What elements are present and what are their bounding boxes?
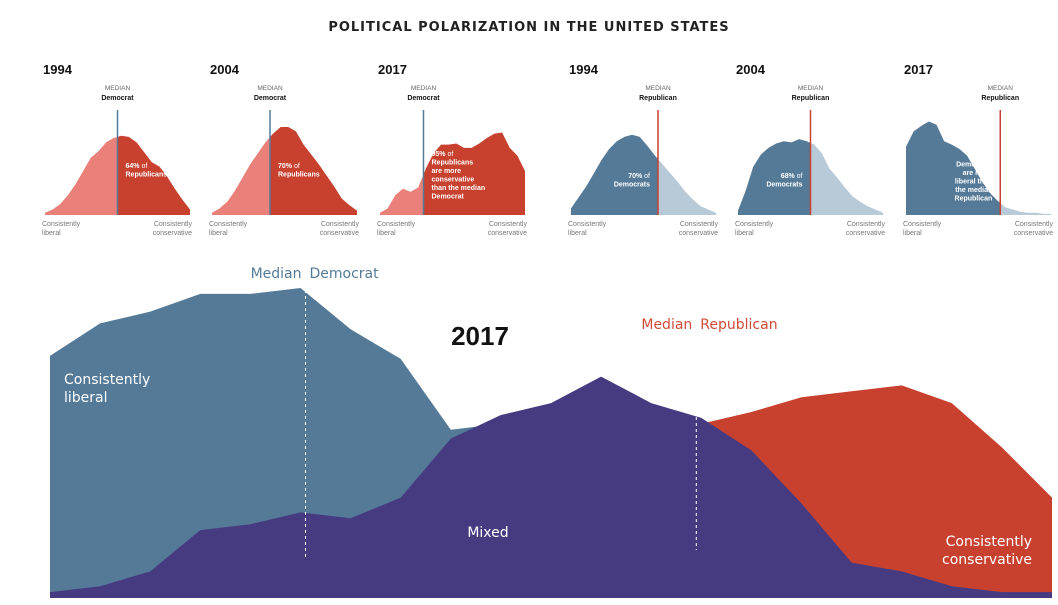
small-annotation-line: 95% of <box>432 151 454 158</box>
small-axis-right-1: Consistently <box>154 221 193 228</box>
median-democrat-word: Median <box>251 266 302 282</box>
small-axis-right-1: Consistently <box>680 221 719 228</box>
small-median-caption: MEDIAN <box>798 85 824 92</box>
small-year-label: 2017 <box>904 62 933 77</box>
small-area-right <box>1000 203 1051 215</box>
small-annotation-line: 70% of <box>628 173 650 180</box>
small-year-label: 2017 <box>378 62 407 77</box>
small-year-label: 1994 <box>569 62 599 77</box>
small-annotation-line: the median <box>955 187 992 194</box>
small-axis-right-1: Consistently <box>321 221 360 228</box>
small-axis-left-1: Consistently <box>568 221 607 228</box>
small-chart-republican-1994: 1994 MEDIAN Democrat 64% of Republicans Consi… <box>42 62 192 237</box>
small-area-right <box>270 127 357 215</box>
small-annotation-line: liberal than <box>955 179 992 186</box>
small-area-left <box>571 134 658 215</box>
label-consistently-conservative-2: conservative <box>942 552 1032 568</box>
small-annotation-line: Democrats <box>614 182 650 189</box>
small-multiples: 1994 MEDIAN Democrat 64% of Republicans Consi… <box>42 62 1053 237</box>
small-axis-right-2: conservative <box>679 230 718 237</box>
small-area-right <box>810 142 883 215</box>
main-area-mixed <box>50 376 1052 598</box>
small-chart-democrat-1994: 1994 MEDIAN Republican 70% of Democrats Consi… <box>568 62 718 237</box>
small-axis-left-2: liberal <box>568 230 587 237</box>
small-axis-left-1: Consistently <box>903 221 942 228</box>
small-axis-left-2: liberal <box>735 230 754 237</box>
small-annotation-line: 70% of <box>278 163 300 170</box>
small-area-right <box>117 135 190 215</box>
small-median-party: Democrat <box>407 95 440 102</box>
label-consistently-conservative-1: Consistently <box>946 534 1032 550</box>
small-annotation-line: Democrats <box>766 182 802 189</box>
small-annotation-line: Republican <box>955 196 993 203</box>
small-median-caption: MEDIAN <box>411 85 437 92</box>
small-axis-left-2: liberal <box>209 230 228 237</box>
page-title: POLITICAL POLARIZATION IN THE UNITED STA… <box>328 20 730 35</box>
small-axis-right-2: conservative <box>153 230 192 237</box>
small-median-caption: MEDIAN <box>988 85 1014 92</box>
small-median-party: Republican <box>639 95 677 102</box>
small-annotation-line: Democrats <box>956 162 992 169</box>
small-axis-right-1: Consistently <box>489 221 528 228</box>
small-year-label: 2004 <box>210 62 240 77</box>
small-median-caption: MEDIAN <box>645 85 671 92</box>
small-annotation-line: than the median <box>432 185 486 192</box>
small-axis-right-1: Consistently <box>1015 221 1054 228</box>
small-median-party: Democrat <box>101 95 134 102</box>
small-median-party: Republican <box>981 95 1019 102</box>
small-median-caption: MEDIAN <box>257 85 283 92</box>
small-annotation-line: 97% of <box>970 153 992 160</box>
small-axis-left-2: liberal <box>377 230 396 237</box>
small-chart-democrat-2004: 2004 MEDIAN Republican 68% of Democrats Consi… <box>735 62 885 237</box>
label-consistently-liberal-2: liberal <box>64 390 108 406</box>
small-area-left <box>45 136 118 215</box>
small-axis-right-2: conservative <box>1014 230 1053 237</box>
small-axis-right-2: conservative <box>488 230 527 237</box>
median-republican-word: Median <box>641 317 692 333</box>
main-chart-year: 2017 <box>451 321 509 351</box>
small-axis-left-1: Consistently <box>209 221 248 228</box>
small-axis-right-1: Consistently <box>847 221 886 228</box>
small-annotation-line: 64% of <box>126 163 148 170</box>
small-axis-right-2: conservative <box>846 230 885 237</box>
small-year-label: 2004 <box>736 62 766 77</box>
small-annotation-line: Republicans <box>278 172 320 179</box>
small-annotation-line: are more <box>432 168 462 175</box>
median-republican-party: Republican <box>700 317 777 333</box>
small-area-left <box>738 139 811 215</box>
label-mixed: Mixed <box>467 525 508 541</box>
small-median-party: Democrat <box>254 95 287 102</box>
small-axis-left-2: liberal <box>903 230 922 237</box>
small-annotation-line: Democrat <box>432 194 465 201</box>
small-axis-left-2: liberal <box>42 230 61 237</box>
small-year-label: 1994 <box>43 62 73 77</box>
small-annotation-line: Republicans <box>126 172 168 179</box>
small-axis-left-1: Consistently <box>377 221 416 228</box>
small-annotation-line: Republicans <box>432 160 474 167</box>
small-area-right <box>423 132 525 215</box>
small-axis-left-1: Consistently <box>735 221 774 228</box>
small-area-right <box>658 159 716 215</box>
small-axis-right-2: conservative <box>320 230 359 237</box>
small-area-left <box>380 174 424 215</box>
small-annotation-line: conservative <box>432 177 475 184</box>
small-chart-republican-2004: 2004 MEDIAN Democrat 70% of Republicans Consi… <box>209 62 359 237</box>
small-axis-left-1: Consistently <box>42 221 81 228</box>
small-area-left <box>212 137 270 215</box>
small-area-left <box>906 121 1001 215</box>
label-consistently-liberal-1: Consistently <box>64 372 150 388</box>
small-annotation-line: 68% of <box>781 173 803 180</box>
median-democrat-party: Democrat <box>310 266 380 282</box>
small-median-caption: MEDIAN <box>105 85 131 92</box>
small-annotation-line: are more <box>963 170 993 177</box>
small-median-party: Republican <box>792 95 830 102</box>
